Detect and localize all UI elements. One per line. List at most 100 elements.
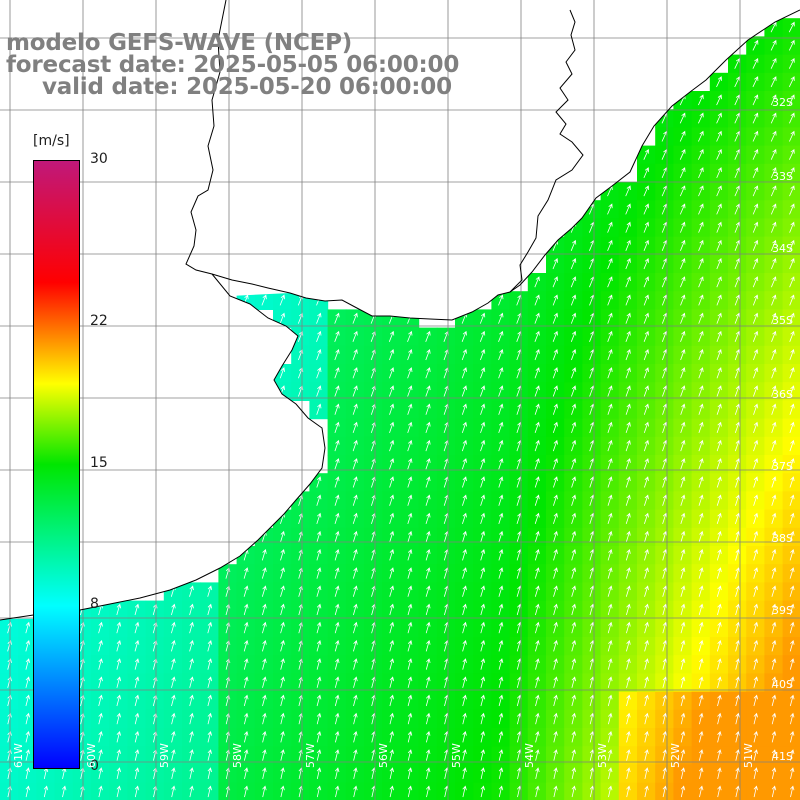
wind-arrow	[189, 712, 194, 725]
wind-arrow	[589, 694, 595, 707]
wind-arrow	[480, 476, 486, 488]
wind-arrow	[552, 439, 558, 452]
wind-arrow	[716, 439, 722, 452]
wind-arrow	[462, 494, 467, 506]
wind-arrow	[662, 585, 668, 597]
wind-arrow	[316, 639, 322, 652]
wind-arrow	[771, 767, 777, 779]
wind-arrow	[480, 494, 486, 506]
wind-arrow	[352, 385, 358, 397]
wind-arrow	[626, 676, 631, 688]
wind-arrow	[771, 294, 777, 306]
wind-arrow	[189, 585, 194, 597]
latitude-label: 38S	[772, 532, 793, 545]
wind-arrow	[626, 603, 631, 616]
wind-arrow	[734, 349, 740, 361]
latitude-label: 33S	[772, 170, 793, 183]
wind-arrow	[735, 512, 740, 525]
wind-arrow	[753, 603, 759, 616]
wind-arrow	[680, 421, 686, 434]
wind-arrow	[352, 421, 358, 434]
wind-arrow	[280, 785, 285, 798]
wind-arrow	[607, 621, 613, 634]
wind-arrow	[244, 730, 249, 743]
wind-arrow	[753, 567, 759, 579]
wind-arrow	[480, 658, 486, 670]
wind-arrow	[662, 767, 667, 779]
wind-arrow	[98, 785, 103, 798]
wind-arrow	[625, 458, 631, 470]
wind-arrow	[644, 730, 649, 743]
wind-arrow	[98, 639, 103, 652]
longitude-label: 53W	[596, 743, 609, 768]
wind-arrow	[662, 421, 668, 434]
wind-arrow	[789, 112, 795, 124]
wind-arrow	[316, 767, 322, 779]
wind-arrow	[753, 676, 759, 688]
wind-arrow	[698, 148, 704, 160]
wind-arrow	[770, 185, 777, 197]
wind-arrow	[462, 549, 467, 561]
wind-arrow	[662, 785, 667, 798]
wind-arrow	[607, 639, 613, 652]
wind-arrow	[680, 258, 686, 270]
wind-arrow	[480, 785, 485, 798]
wind-arrow	[134, 694, 140, 707]
wind-arrow	[643, 385, 649, 397]
wind-arrow	[189, 658, 194, 670]
wind-arrow	[589, 712, 595, 725]
wind-arrow	[608, 712, 613, 725]
wind-arrow	[134, 621, 140, 634]
wind-arrow	[662, 712, 667, 725]
wind-arrow	[207, 749, 212, 761]
wind-arrow	[789, 494, 795, 506]
wind-arrow	[553, 730, 558, 743]
speed-cell	[764, 72, 784, 92]
wind-arrow	[734, 439, 740, 452]
wind-arrow	[262, 785, 267, 798]
wind-arrow	[498, 512, 504, 525]
wind-arrow	[644, 585, 649, 597]
wind-arrow	[789, 330, 795, 342]
wind-arrow	[770, 130, 777, 142]
wind-arrow	[207, 621, 213, 634]
wind-arrow	[752, 130, 759, 142]
wind-arrow	[789, 294, 795, 306]
wind-arrow	[752, 312, 759, 324]
wind-arrow	[607, 785, 613, 798]
wind-arrow	[316, 512, 322, 525]
wind-arrow	[626, 785, 631, 798]
wind-arrow	[717, 712, 722, 725]
wind-arrow	[407, 676, 413, 688]
wind-arrow	[553, 512, 558, 525]
wind-arrow	[625, 221, 631, 233]
wind-arrow	[462, 476, 467, 488]
wind-arrow	[116, 658, 122, 670]
wind-arrow	[425, 367, 431, 379]
wind-arrow	[498, 439, 504, 452]
longitude-label: 52W	[669, 743, 682, 768]
wind-arrow	[698, 512, 704, 525]
wind-arrow	[389, 349, 395, 361]
wind-arrow	[116, 639, 122, 652]
wind-arrow	[589, 749, 595, 761]
wind-arrow	[498, 494, 504, 506]
wind-arrow	[735, 621, 740, 634]
wind-arrow	[353, 639, 358, 652]
wind-arrow	[480, 512, 486, 525]
wind-arrow	[771, 421, 777, 434]
wind-arrow	[480, 349, 486, 361]
wind-arrow	[607, 676, 613, 688]
wind-arrow	[607, 221, 613, 233]
wind-arrow	[607, 312, 613, 324]
wind-arrow	[425, 639, 431, 652]
wind-arrow	[752, 294, 759, 306]
wind-arrow	[753, 712, 758, 725]
speed-cell	[709, 72, 729, 92]
wind-arrow	[626, 694, 631, 707]
wind-arrow	[735, 639, 740, 652]
speed-cell	[764, 36, 784, 56]
wind-arrow	[716, 167, 722, 179]
wind-arrow	[534, 458, 540, 470]
wind-arrow	[316, 530, 322, 543]
